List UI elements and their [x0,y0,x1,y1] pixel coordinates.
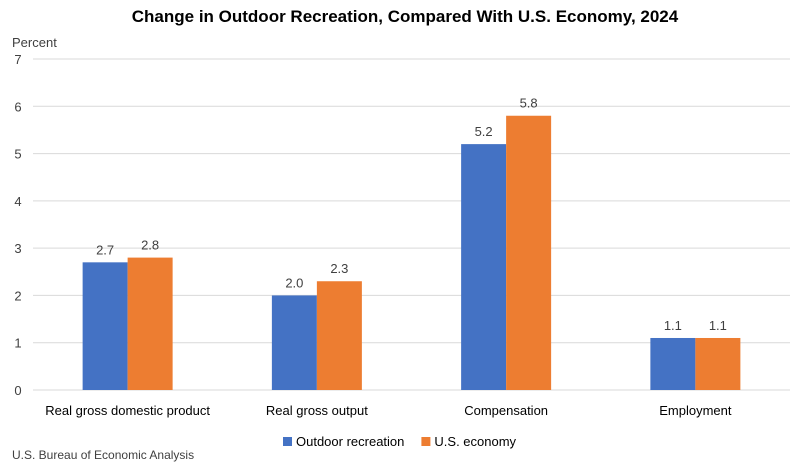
y-tick-label: 1 [14,336,21,351]
bar [82,262,128,390]
y-tick-label: 0 [14,383,21,398]
x-tick-label: Real gross output [266,403,368,418]
data-label: 2.0 [285,275,303,290]
bar [506,115,552,390]
bar [316,281,362,390]
y-tick-label: 2 [14,288,21,303]
chart-title: Change in Outdoor Recreation, Compared W… [132,7,679,26]
y-tick-label: 6 [14,99,21,114]
y-tick-label: 4 [14,194,21,209]
bar [461,144,507,390]
source-note: U.S. Bureau of Economic Analysis [12,448,194,462]
data-label: 2.3 [330,261,348,276]
legend-label: U.S. economy [434,434,516,449]
data-label: 1.1 [709,318,727,333]
legend-swatch [283,437,292,446]
data-label: 2.8 [141,238,159,253]
legend-label: Outdoor recreation [296,434,404,449]
bar [271,295,317,390]
data-label: 2.7 [96,242,114,257]
x-tick-label: Compensation [464,403,548,418]
x-tick-label: Real gross domestic product [45,403,210,418]
y-tick-label: 7 [14,52,21,67]
x-tick-label: Employment [659,403,732,418]
bar [127,257,173,390]
y-axis-label: Percent [12,35,57,50]
data-label: 1.1 [664,318,682,333]
data-label: 5.2 [475,124,493,139]
y-tick-label: 5 [14,147,21,162]
bar [650,337,696,390]
y-tick-label: 3 [14,241,21,256]
bar [695,337,741,390]
data-label: 5.8 [520,96,538,111]
legend-swatch [421,437,431,446]
